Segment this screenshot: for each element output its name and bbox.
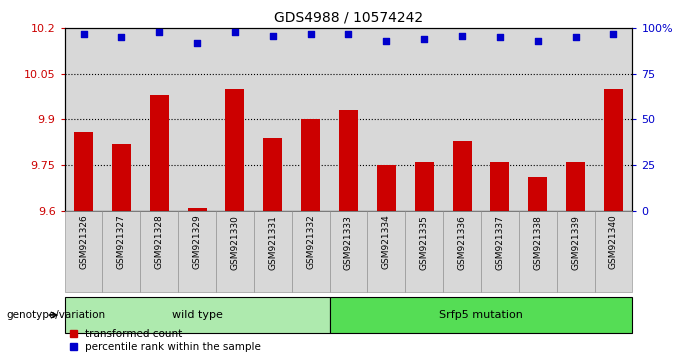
Text: GSM921337: GSM921337: [496, 215, 505, 270]
Bar: [112, 144, 131, 211]
Point: [343, 31, 354, 36]
Bar: [557, 28, 594, 211]
Bar: [453, 141, 471, 211]
Bar: [216, 28, 254, 211]
FancyBboxPatch shape: [292, 211, 330, 292]
Text: GSM921326: GSM921326: [79, 215, 88, 269]
Text: GSM921331: GSM921331: [269, 215, 277, 270]
Text: GSM921327: GSM921327: [117, 215, 126, 269]
Text: Srfp5 mutation: Srfp5 mutation: [439, 310, 523, 320]
Bar: [405, 28, 443, 211]
Point: [154, 29, 165, 35]
Bar: [566, 162, 585, 211]
Point: [494, 35, 505, 40]
Text: GSM921329: GSM921329: [192, 215, 201, 269]
Bar: [226, 89, 244, 211]
Text: GSM921332: GSM921332: [306, 215, 315, 269]
Bar: [519, 28, 557, 211]
Bar: [377, 165, 396, 211]
Point: [78, 31, 89, 36]
Text: GSM921340: GSM921340: [609, 215, 618, 269]
Bar: [604, 89, 623, 211]
FancyBboxPatch shape: [481, 211, 519, 292]
Bar: [481, 28, 519, 211]
Bar: [415, 162, 434, 211]
Bar: [150, 95, 169, 211]
Bar: [528, 177, 547, 211]
FancyBboxPatch shape: [367, 211, 405, 292]
Point: [419, 36, 430, 42]
Point: [305, 31, 316, 36]
Text: GSM921338: GSM921338: [533, 215, 542, 270]
Point: [192, 40, 203, 46]
Legend: transformed count, percentile rank within the sample: transformed count, percentile rank withi…: [70, 329, 261, 352]
Bar: [594, 28, 632, 211]
Point: [229, 29, 241, 35]
Text: GSM921333: GSM921333: [344, 215, 353, 270]
FancyBboxPatch shape: [330, 211, 367, 292]
FancyBboxPatch shape: [443, 211, 481, 292]
Bar: [367, 28, 405, 211]
Text: GSM921336: GSM921336: [458, 215, 466, 270]
FancyBboxPatch shape: [140, 211, 178, 292]
Point: [570, 35, 581, 40]
Bar: [330, 28, 367, 211]
Bar: [263, 138, 282, 211]
Bar: [339, 110, 358, 211]
Point: [608, 31, 619, 36]
Bar: [178, 28, 216, 211]
Title: GDS4988 / 10574242: GDS4988 / 10574242: [274, 10, 423, 24]
Bar: [443, 28, 481, 211]
FancyBboxPatch shape: [216, 211, 254, 292]
Bar: [301, 119, 320, 211]
Bar: [65, 28, 103, 211]
FancyBboxPatch shape: [594, 211, 632, 292]
Point: [532, 38, 543, 44]
Point: [381, 38, 392, 44]
Bar: [74, 132, 93, 211]
Bar: [103, 28, 140, 211]
FancyBboxPatch shape: [103, 211, 140, 292]
Text: wild type: wild type: [171, 310, 222, 320]
Text: GSM921330: GSM921330: [231, 215, 239, 270]
Bar: [490, 162, 509, 211]
Text: GSM921335: GSM921335: [420, 215, 428, 270]
Text: GSM921339: GSM921339: [571, 215, 580, 270]
Bar: [188, 207, 207, 211]
FancyBboxPatch shape: [178, 211, 216, 292]
Bar: [254, 28, 292, 211]
Point: [116, 35, 126, 40]
FancyBboxPatch shape: [519, 211, 557, 292]
FancyBboxPatch shape: [405, 211, 443, 292]
Bar: [140, 28, 178, 211]
Point: [267, 33, 278, 39]
Point: [456, 33, 467, 39]
Text: GSM921328: GSM921328: [155, 215, 164, 269]
FancyBboxPatch shape: [65, 211, 103, 292]
Text: GSM921334: GSM921334: [382, 215, 391, 269]
FancyBboxPatch shape: [557, 211, 594, 292]
FancyBboxPatch shape: [254, 211, 292, 292]
Text: genotype/variation: genotype/variation: [7, 310, 106, 320]
Bar: [292, 28, 330, 211]
